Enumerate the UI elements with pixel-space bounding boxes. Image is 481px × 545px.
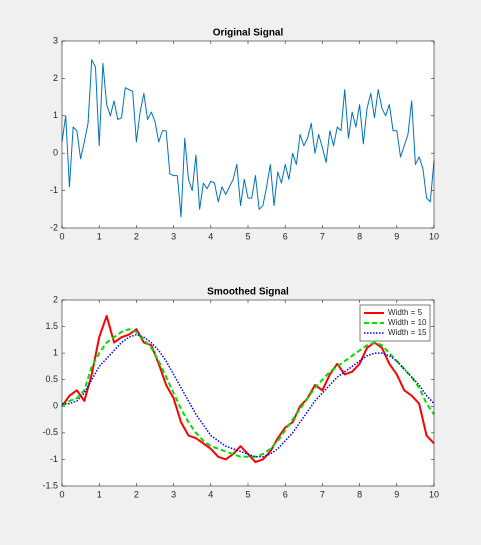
x-tick-label: 5: [245, 231, 250, 241]
y-tick-label: -1: [50, 185, 58, 195]
legend-label: Width = 10: [388, 318, 427, 327]
x-tick-label: 8: [357, 231, 362, 241]
y-tick-label: 2: [53, 73, 58, 83]
y-tick-label: -1.5: [42, 480, 58, 490]
x-tick-label: 10: [429, 231, 439, 241]
x-tick-label: 3: [171, 489, 176, 499]
y-tick-label: 3: [53, 35, 58, 45]
x-tick-label: 10: [429, 489, 439, 499]
x-tick-label: 7: [320, 231, 325, 241]
y-tick-label: 0: [53, 401, 58, 411]
x-tick-label: 9: [394, 231, 399, 241]
x-tick-label: 8: [357, 489, 362, 499]
x-tick-label: 0: [59, 489, 64, 499]
x-tick-label: 4: [208, 489, 213, 499]
y-tick-label: 2: [53, 294, 58, 304]
axes-box: [61, 299, 435, 487]
x-tick-label: 4: [208, 231, 213, 241]
x-tick-label: 3: [171, 231, 176, 241]
data-line: [62, 333, 435, 458]
data-line: [61, 59, 435, 218]
axes-box: [61, 40, 435, 229]
x-tick-label: 9: [394, 489, 399, 499]
x-tick-label: 7: [320, 489, 325, 499]
y-tick-label: 0.5: [45, 374, 58, 384]
x-tick-label: 1: [97, 489, 102, 499]
y-tick-label: -0.5: [42, 427, 58, 437]
y-tick-label: 1: [53, 348, 58, 358]
x-tick-label: 6: [283, 489, 288, 499]
chart-title: Smoothed Signal: [207, 287, 289, 298]
legend-label: Width = 15: [388, 328, 427, 337]
x-tick-label: 1: [97, 231, 102, 241]
y-tick-label: -1: [50, 454, 58, 464]
y-tick-label: 0: [53, 148, 58, 158]
y-tick-label: 1: [53, 110, 58, 120]
x-tick-label: 5: [245, 489, 250, 499]
x-tick-label: 2: [134, 489, 139, 499]
data-line: [61, 328, 435, 458]
legend-label: Width = 5: [388, 308, 423, 317]
legend-box: [359, 304, 431, 342]
y-tick-label: -2: [50, 222, 58, 232]
chart-title: Original Signal: [213, 28, 284, 39]
x-tick-label: 0: [59, 231, 64, 241]
x-tick-label: 2: [134, 231, 139, 241]
x-tick-label: 6: [283, 231, 288, 241]
plot-area: [62, 41, 434, 228]
y-tick-label: 1.5: [45, 321, 58, 331]
